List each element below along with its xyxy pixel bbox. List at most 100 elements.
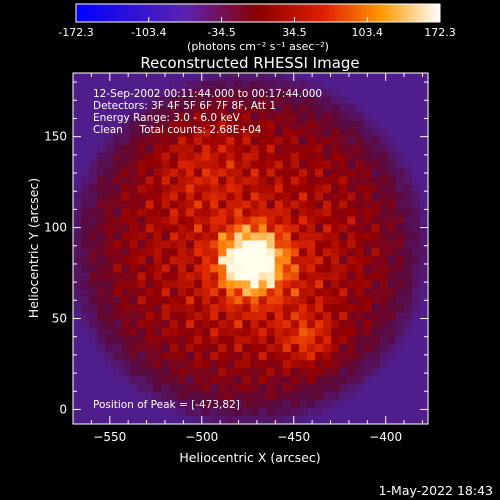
heatmap-cell <box>161 168 171 178</box>
heatmap-cell <box>282 336 292 345</box>
heatmap-cell <box>411 392 421 401</box>
heatmap-cell <box>137 352 147 361</box>
heatmap-cell <box>234 88 244 98</box>
heatmap-cell <box>89 152 98 162</box>
heatmap-cell <box>218 416 227 425</box>
heatmap-cell <box>218 352 227 361</box>
heatmap-cell <box>298 232 308 242</box>
heatmap-cell <box>169 73 179 82</box>
heatmap-cell <box>105 160 114 170</box>
heatmap-cell <box>129 136 139 146</box>
heatmap-cell <box>298 144 308 154</box>
heatmap-cell <box>363 176 373 186</box>
heatmap-cell <box>169 304 179 313</box>
heatmap-cell <box>347 416 356 425</box>
heatmap-cell <box>379 88 389 98</box>
heatmap-cell <box>306 344 316 353</box>
heatmap-cell <box>113 176 123 186</box>
heatmap-cell <box>411 280 421 289</box>
heatmap-cell <box>129 224 139 234</box>
heatmap-cell <box>258 112 268 122</box>
heatmap-cell <box>250 144 260 154</box>
heatmap-cell <box>226 352 235 361</box>
heatmap-cell <box>290 272 300 282</box>
heatmap-cell <box>290 408 300 417</box>
heatmap-cell <box>395 392 405 401</box>
heatmap-cell <box>89 160 98 170</box>
heatmap-cell <box>290 104 300 114</box>
heatmap-cell <box>194 144 203 154</box>
heatmap-cell <box>177 184 187 194</box>
heatmap-cell <box>137 256 147 266</box>
heatmap-cell <box>266 248 276 258</box>
heatmap-cell <box>218 168 227 178</box>
heatmap-cell <box>266 304 276 313</box>
heatmap-cell <box>169 360 179 369</box>
heatmap-cell <box>177 120 187 130</box>
heatmap-cell <box>81 176 90 186</box>
heatmap-cell <box>306 73 316 82</box>
heatmap-cell <box>387 376 397 385</box>
heatmap-cell <box>387 272 397 282</box>
heatmap-cell <box>250 248 260 258</box>
heatmap-cell <box>218 88 227 98</box>
heatmap-cell <box>403 168 413 178</box>
heatmap-cell <box>282 216 292 226</box>
heatmap-cell <box>290 128 300 138</box>
heatmap-cell <box>234 296 244 305</box>
heatmap-cell <box>371 192 381 202</box>
heatmap-cell <box>226 392 235 401</box>
heatmap-cell <box>315 232 324 242</box>
heatmap-cell <box>89 216 98 226</box>
heatmap-cell <box>347 88 356 98</box>
heatmap-cell <box>266 344 276 353</box>
heatmap-cell <box>323 376 332 385</box>
heatmap-cell <box>113 73 123 82</box>
heatmap-cell <box>137 384 147 393</box>
heatmap-cell <box>266 192 276 202</box>
heatmap-cell <box>290 144 300 154</box>
heatmap-cell <box>97 216 106 226</box>
heatmap-cell <box>194 320 203 329</box>
heatmap-cell <box>250 272 260 282</box>
colorbar: -172.3 -103.4 -34.5 34.5 103.4 172.3 (photons… <box>58 3 456 53</box>
heatmap-cell <box>169 128 179 138</box>
heatmap-cell <box>234 248 244 258</box>
heatmap-cell <box>282 360 292 369</box>
heatmap-cell <box>113 200 123 210</box>
heatmap-cell <box>202 96 211 106</box>
heatmap-cell <box>306 112 316 122</box>
heatmap-cell <box>121 128 131 138</box>
heatmap-cell <box>387 280 397 289</box>
heatmap-cell <box>185 96 195 106</box>
heatmap-cell <box>145 112 155 122</box>
heatmap-cell <box>145 264 155 274</box>
heatmap-cell <box>298 320 308 329</box>
heatmap-cell <box>121 312 131 321</box>
heatmap-cell <box>403 320 413 329</box>
heatmap-cell <box>258 73 268 82</box>
heatmap-cell <box>210 224 219 234</box>
heatmap-cell <box>185 296 195 305</box>
heatmap-cell <box>89 224 98 234</box>
heatmap-cell <box>81 376 90 385</box>
heatmap-cell <box>395 136 405 146</box>
heatmap-cell <box>266 208 276 218</box>
heatmap-cell <box>194 272 203 282</box>
heatmap-cell <box>323 176 332 186</box>
heatmap-cell <box>161 416 171 425</box>
heatmap-cell <box>185 400 195 409</box>
heatmap-cell <box>250 128 260 138</box>
heatmap-cell <box>97 168 106 178</box>
heatmap-cell <box>403 192 413 202</box>
heatmap-cell <box>234 312 244 321</box>
heatmap-cell <box>282 392 292 401</box>
heatmap-cell <box>226 384 235 393</box>
heatmap-cell <box>153 192 163 202</box>
heatmap-cell <box>339 352 348 361</box>
heatmap-cell <box>73 120 82 130</box>
heatmap-cell <box>403 224 413 234</box>
heatmap-cell <box>202 344 211 353</box>
heatmap-cell <box>97 80 106 90</box>
heatmap-cell <box>347 144 356 154</box>
